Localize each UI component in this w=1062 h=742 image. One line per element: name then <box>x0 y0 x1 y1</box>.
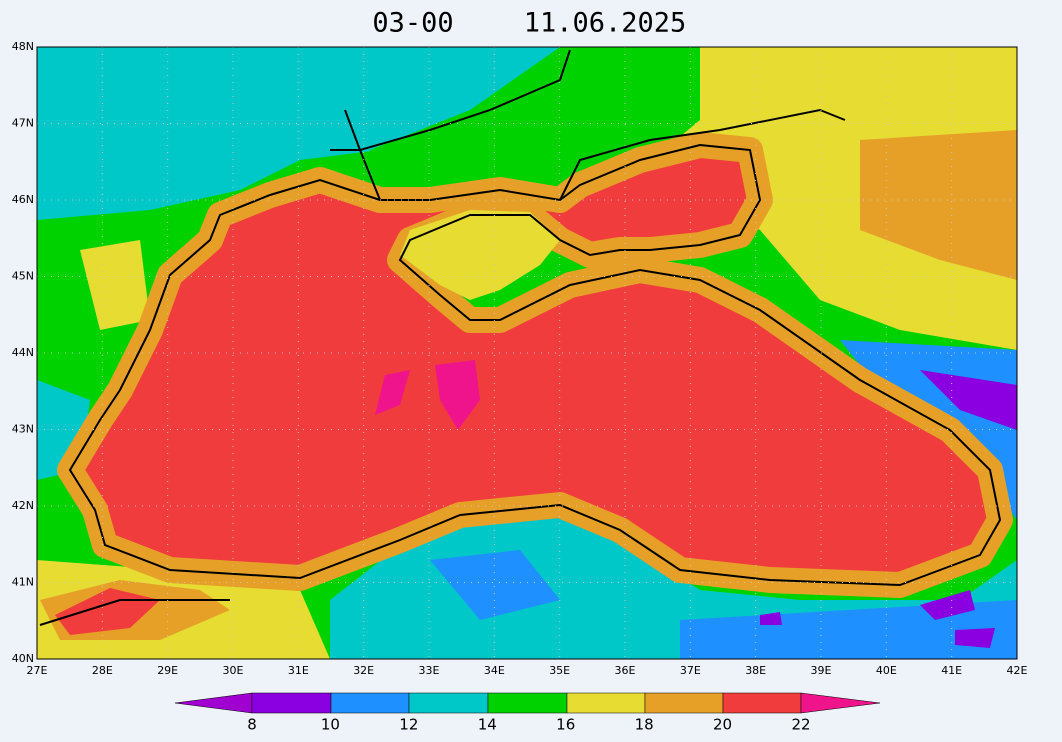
colorbar-label: 14 <box>478 716 497 734</box>
colorbar-bin <box>408 692 489 714</box>
lon-label: 38E <box>745 664 766 677</box>
lat-label: 44N <box>12 346 34 359</box>
field-blue-south <box>430 550 1017 659</box>
colorbar-bin <box>251 692 332 714</box>
lon-label: 29E <box>157 664 178 677</box>
lon-label: 34E <box>484 664 505 677</box>
colorbar-bin <box>330 692 410 714</box>
field-orange-east <box>860 130 1017 280</box>
colorbar-bin <box>722 692 802 714</box>
lat-label: 43N <box>12 423 34 436</box>
lon-label: 41E <box>941 664 962 677</box>
lon-label: 27E <box>27 664 48 677</box>
lon-label: 36E <box>615 664 636 677</box>
coastline <box>39 49 1002 626</box>
title-date: 11.06.2025 <box>524 8 687 39</box>
lon-label: 28E <box>92 664 113 677</box>
colorbar-bin <box>566 692 646 714</box>
field-purple-east <box>920 370 1017 430</box>
lon-label: 35E <box>549 664 570 677</box>
lon-label: 40E <box>876 664 897 677</box>
colorbar-label: 18 <box>635 716 654 734</box>
colorbar-label: 12 <box>399 716 418 734</box>
colorbar-label: 16 <box>556 716 575 734</box>
lat-label: 42N <box>12 499 34 512</box>
field-green-azov <box>370 55 700 185</box>
lat-label: 40N <box>12 652 34 665</box>
lat-label: 47N <box>12 117 34 130</box>
field-cyan-north <box>37 47 560 220</box>
field-pink-patch <box>375 360 480 430</box>
colorbar-label: 8 <box>247 716 257 734</box>
colorbar-max-arrow <box>800 692 881 714</box>
lat-label: 48N <box>12 40 34 53</box>
colorbar-label: 10 <box>321 716 340 734</box>
lat-label: 46N <box>12 193 34 206</box>
title-time: 03-00 <box>372 8 453 39</box>
lon-label: 37E <box>680 664 701 677</box>
lon-label: 32E <box>353 664 374 677</box>
map-frame <box>36 46 1018 660</box>
field-yellow-west <box>80 240 150 330</box>
field-yellow-east <box>640 47 1017 350</box>
colorbar-bin <box>487 692 568 714</box>
graticule <box>37 47 1017 659</box>
lon-label: 42E <box>1007 664 1028 677</box>
colorbar-label: 20 <box>713 716 732 734</box>
colorbar-bin <box>644 692 724 714</box>
lat-label: 45N <box>12 270 34 283</box>
field-purple-south <box>760 590 995 648</box>
colorbar <box>174 692 881 714</box>
lon-label: 31E <box>288 664 309 677</box>
lon-label: 33E <box>419 664 440 677</box>
field-yellow-crimea <box>400 210 560 300</box>
lon-label: 30E <box>223 664 244 677</box>
lat-label: 41N <box>12 576 34 589</box>
lon-label: 39E <box>811 664 832 677</box>
colorbar-label: 22 <box>791 716 810 734</box>
